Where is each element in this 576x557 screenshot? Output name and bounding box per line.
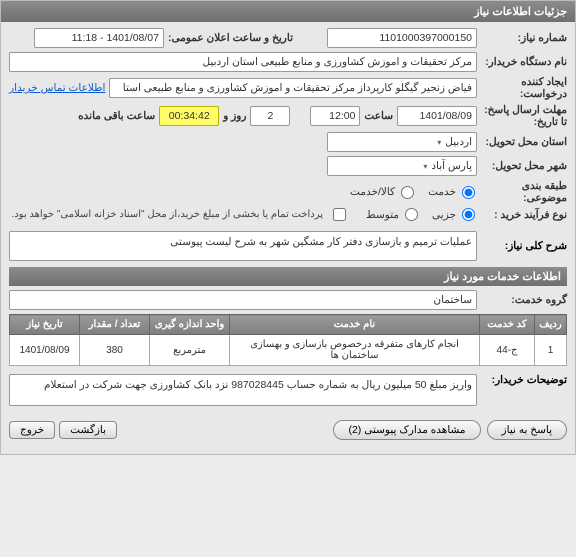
city-label: شهر محل تحویل: xyxy=(477,160,567,172)
province-dropdown[interactable]: اردبیل xyxy=(327,132,477,152)
row-buyer-notes: توضیحات خریدار: واریز مبلغ 50 میلیون ریا… xyxy=(9,374,567,406)
deadline-time-label: ساعت xyxy=(360,110,397,122)
process-group: جزیی متوسط xyxy=(358,208,477,221)
details-panel: جزئیات اطلاعات نیاز شماره نیاز: 11010003… xyxy=(0,0,576,455)
row-creator: ایجاد کننده درخواست: فیاض زنجیر گیگلو کا… xyxy=(9,76,567,100)
contact-link[interactable]: اطلاعات تماس خریدار xyxy=(9,82,105,94)
buyer-notes-label: توضیحات خریدار: xyxy=(477,374,567,386)
col-idx: ردیف xyxy=(535,315,567,335)
general-desc-box: عملیات ترمیم و بازسازی دفتر کار مشگین شه… xyxy=(9,231,477,261)
col-name: نام خدمت xyxy=(230,315,480,335)
province-label: استان محل تحویل: xyxy=(477,136,567,148)
general-desc-label: شرح کلی نیاز: xyxy=(477,240,567,252)
reply-button[interactable]: پاسخ به نیاز xyxy=(487,420,567,440)
packing-goods-label: کالا/خدمت xyxy=(350,186,395,198)
process-medium-radio[interactable] xyxy=(405,208,418,221)
process-medium-label: متوسط xyxy=(366,209,399,221)
row-buyer: نام دستگاه خریدار: مرکز تحقیقات و اموزش … xyxy=(9,52,567,72)
deadline-label: مهلت ارسال پاسخ: تا تاریخ: xyxy=(477,104,567,128)
row-packing: طبقه بندی موضوعی: خدمت کالا/خدمت xyxy=(9,180,567,204)
services-table: ردیف کد خدمت نام خدمت واحد اندازه گیری ت… xyxy=(9,314,567,366)
process-partial-label: جزیی xyxy=(432,209,456,221)
packing-label: طبقه بندی موضوعی: xyxy=(477,180,567,204)
creator-value: فیاض زنجیر گیگلو کارپرداز مرکز تحقیقات و… xyxy=(109,78,477,98)
group-value: ساختمان xyxy=(9,290,477,310)
cell-unit: مترمربع xyxy=(150,335,230,366)
deadline-time: 12:00 xyxy=(310,106,360,126)
packing-group: خدمت کالا/خدمت xyxy=(342,186,477,199)
cell-name: انجام کارهای متفرقه درخصوص بازسازی و بهس… xyxy=(230,335,480,366)
pay-checkbox-label: پرداخت تمام یا بخشی از مبلغ خرید،از محل … xyxy=(11,209,323,220)
row-general-desc: شرح کلی نیاز: عملیات ترمیم و بازسازی دفت… xyxy=(9,231,567,261)
need-no-label: شماره نیاز: xyxy=(477,32,567,44)
buyer-notes-box: واریز مبلغ 50 میلیون ریال به شماره حساب … xyxy=(9,374,477,406)
remaining-label: ساعت باقی مانده xyxy=(74,110,159,122)
group-label: گروه خدمت: xyxy=(477,294,567,306)
row-city: شهر محل تحویل: پارس آباد xyxy=(9,156,567,176)
table-header-row: ردیف کد خدمت نام خدمت واحد اندازه گیری ت… xyxy=(10,315,567,335)
buyer-value: مرکز تحقیقات و اموزش کشاورزی و منابع طبی… xyxy=(9,52,477,72)
packing-goods-radio[interactable] xyxy=(401,186,414,199)
packing-service-radio[interactable] xyxy=(462,186,475,199)
col-unit: واحد اندازه گیری xyxy=(150,315,230,335)
creator-label: ایجاد کننده درخواست: xyxy=(477,76,567,100)
col-code: کد خدمت xyxy=(480,315,535,335)
cell-qty: 380 xyxy=(80,335,150,366)
panel-body: شماره نیاز: 1101000397000150 تاریخ و ساع… xyxy=(1,22,575,454)
days-label: روز و xyxy=(219,110,250,122)
pay-checkbox[interactable] xyxy=(333,208,346,221)
exit-button[interactable]: خروج xyxy=(9,421,55,439)
row-process: نوع فرآیند خرید : جزیی متوسط پرداخت تمام… xyxy=(9,208,567,221)
city-dropdown[interactable]: پارس آباد xyxy=(327,156,477,176)
row-province: استان محل تحویل: اردبیل xyxy=(9,132,567,152)
cell-date: 1401/08/09 xyxy=(10,335,80,366)
cell-idx: 1 xyxy=(535,335,567,366)
cell-code: ج-44 xyxy=(480,335,535,366)
row-group: گروه خدمت: ساختمان xyxy=(9,290,567,310)
process-label: نوع فرآیند خرید : xyxy=(477,209,567,221)
services-header: اطلاعات خدمات مورد نیاز xyxy=(9,267,567,286)
col-qty: تعداد / مقدار xyxy=(80,315,150,335)
row-need-no: شماره نیاز: 1101000397000150 تاریخ و ساع… xyxy=(9,28,567,48)
back-button[interactable]: بازگشت xyxy=(59,421,117,439)
deadline-date: 1401/08/09 xyxy=(397,106,477,126)
process-partial-radio[interactable] xyxy=(462,208,475,221)
pay-check-group: پرداخت تمام یا بخشی از مبلغ خرید،از محل … xyxy=(11,208,348,221)
announce-value: 1401/08/07 - 11:18 xyxy=(34,28,164,48)
pager: بازگشت خروج xyxy=(9,420,117,440)
packing-service-label: خدمت xyxy=(428,186,456,198)
attachments-button[interactable]: مشاهده مدارک پیوستی (2) xyxy=(333,420,480,440)
row-deadline: مهلت ارسال پاسخ: تا تاریخ: 1401/08/09 سا… xyxy=(9,104,567,128)
announce-label: تاریخ و ساعت اعلان عمومی: xyxy=(164,32,297,44)
need-no-value: 1101000397000150 xyxy=(327,28,477,48)
footer: پاسخ به نیاز مشاهده مدارک پیوستی (2) باز… xyxy=(9,416,567,444)
table-row: 1 ج-44 انجام کارهای متفرقه درخصوص بازساز… xyxy=(10,335,567,366)
buyer-label: نام دستگاه خریدار: xyxy=(477,56,567,68)
days-value: 2 xyxy=(250,106,290,126)
countdown: 00:34:42 xyxy=(159,106,219,126)
col-date: تاریخ نیاز xyxy=(10,315,80,335)
panel-title: جزئیات اطلاعات نیاز xyxy=(1,1,575,22)
